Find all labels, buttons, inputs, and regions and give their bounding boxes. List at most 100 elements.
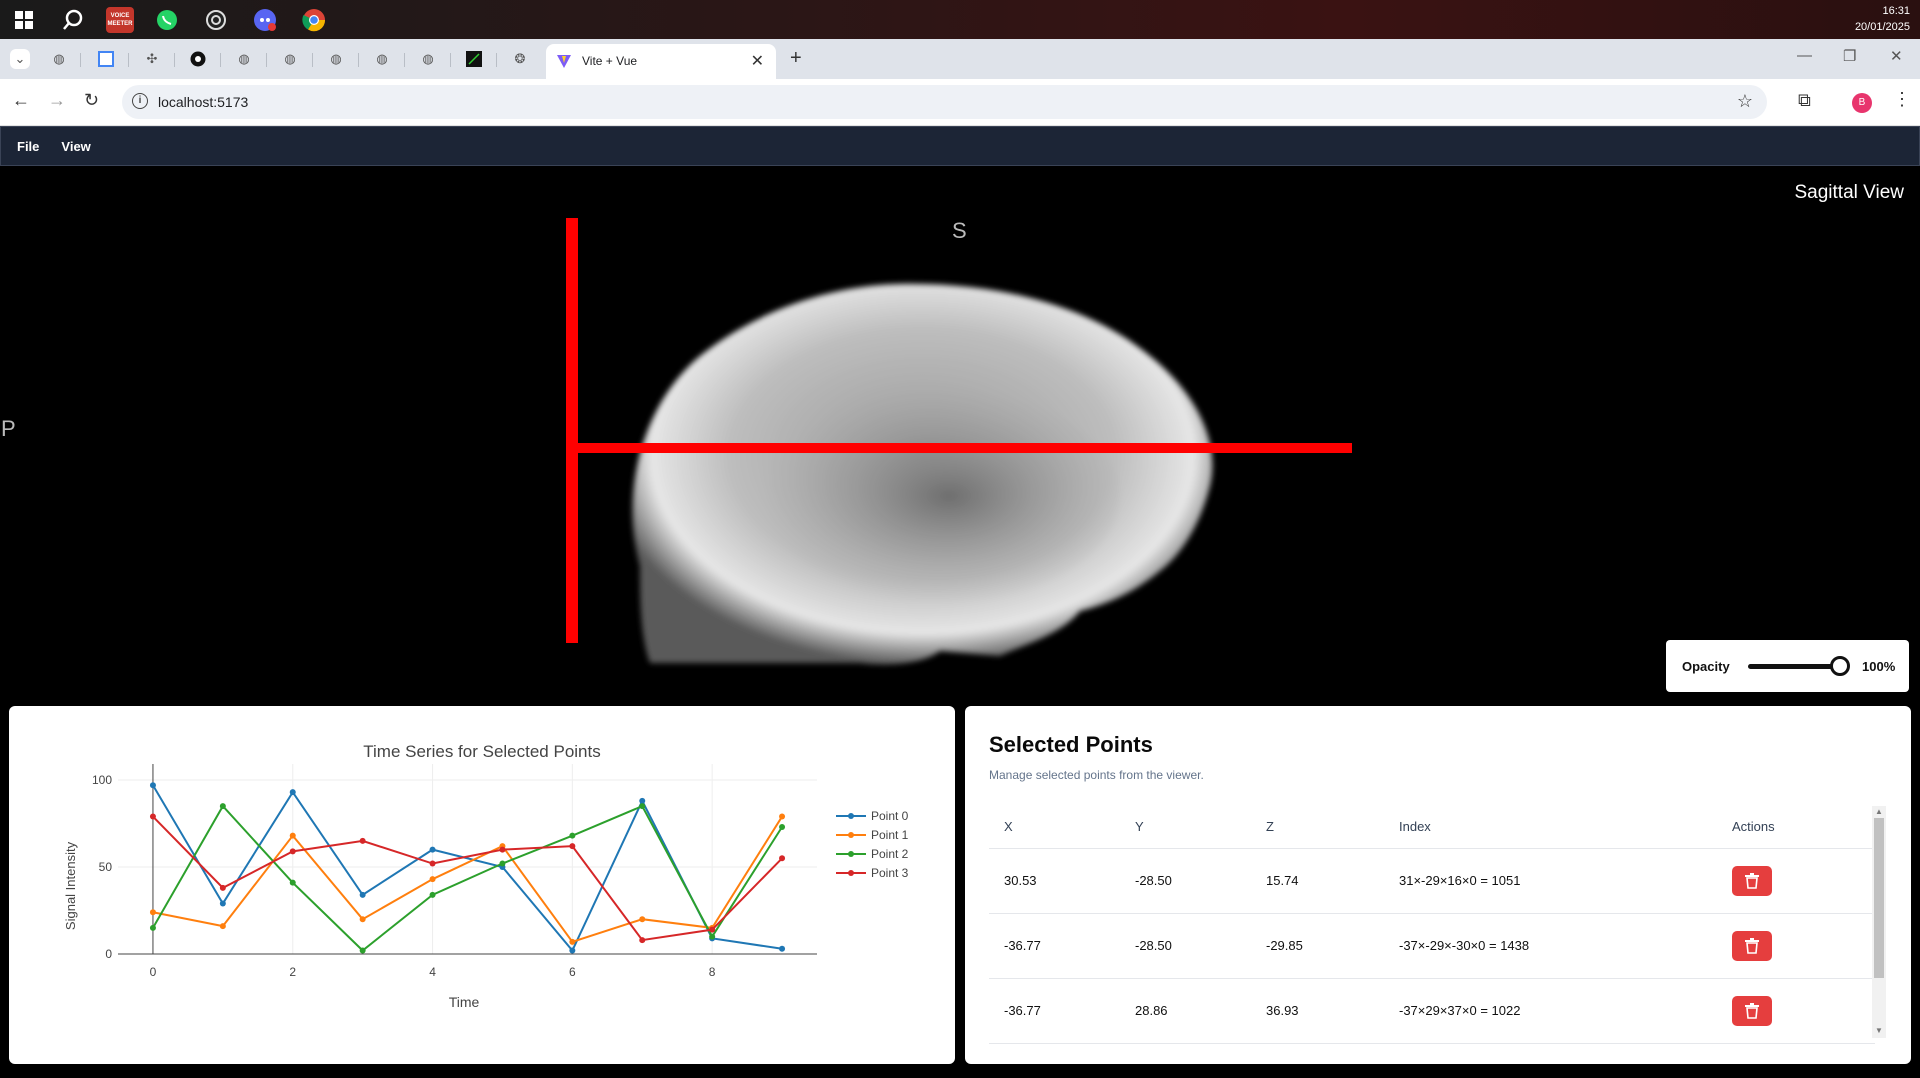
opacity-slider-thumb[interactable] bbox=[1830, 656, 1850, 676]
globe-icon[interactable]: ◍ bbox=[284, 51, 296, 66]
time-series-chart[interactable]: Time Series for Selected Points 0 2 4 6 8 0 50 1… bbox=[9, 706, 955, 1064]
restore-icon[interactable]: ❐ bbox=[1843, 48, 1857, 65]
obs-icon[interactable] bbox=[200, 4, 232, 36]
back-icon[interactable]: ← bbox=[12, 90, 30, 110]
data-point[interactable] bbox=[219, 803, 226, 810]
legend-label[interactable]: Point 2 bbox=[871, 847, 909, 861]
cell-index: -37×-29×-30×0 = 1438 bbox=[1384, 913, 1717, 979]
data-point[interactable] bbox=[429, 860, 436, 867]
chrome-icon[interactable] bbox=[298, 4, 330, 36]
data-point[interactable] bbox=[289, 848, 296, 855]
menu-view[interactable]: View bbox=[61, 138, 91, 154]
data-point[interactable] bbox=[569, 843, 576, 850]
crosshair-vertical[interactable] bbox=[566, 218, 578, 643]
table-row[interactable]: -36.77 -28.50 -29.85 -37×-29×-30×0 = 1438 bbox=[989, 913, 1875, 979]
data-point[interactable] bbox=[709, 933, 716, 940]
sagittal-viewer[interactable]: Sagittal View S P Opacity 100% bbox=[0, 166, 1920, 706]
data-point[interactable] bbox=[149, 924, 156, 931]
table-row[interactable]: -36.77 28.86 36.93 -37×29×37×0 = 1022 bbox=[989, 978, 1875, 1044]
data-point[interactable] bbox=[359, 837, 366, 844]
data-point[interactable] bbox=[709, 926, 716, 933]
data-point[interactable] bbox=[359, 947, 366, 954]
data-point[interactable] bbox=[149, 813, 156, 820]
data-point[interactable] bbox=[639, 803, 646, 810]
data-point[interactable] bbox=[779, 855, 786, 862]
tab-list-icon[interactable]: ⌄ bbox=[10, 49, 30, 69]
table-scrollbar[interactable]: ▲ ▼ bbox=[1872, 806, 1886, 1038]
scroll-down-icon[interactable]: ▼ bbox=[1875, 1026, 1883, 1035]
bookmark-star-icon[interactable]: ☆ bbox=[1736, 91, 1753, 111]
github-icon[interactable] bbox=[188, 49, 208, 69]
data-point[interactable] bbox=[639, 797, 646, 804]
voicemeeter-icon[interactable]: VOICE MEETER bbox=[106, 6, 134, 33]
data-point[interactable] bbox=[639, 937, 646, 944]
data-point[interactable] bbox=[569, 832, 576, 839]
profile-avatar[interactable]: B bbox=[1852, 93, 1872, 113]
data-point[interactable] bbox=[359, 916, 366, 923]
forward-icon[interactable]: → bbox=[48, 90, 66, 110]
close-window-icon[interactable]: ✕ bbox=[1890, 48, 1903, 65]
tab-vite-vue[interactable]: Vite + Vue ✕ bbox=[546, 44, 776, 79]
globe-icon[interactable]: ◍ bbox=[330, 51, 342, 66]
menu-file[interactable]: File bbox=[17, 138, 40, 154]
x-tick-label: 8 bbox=[709, 965, 716, 979]
data-point[interactable] bbox=[639, 916, 646, 923]
data-point[interactable] bbox=[219, 900, 226, 907]
data-point[interactable] bbox=[499, 860, 506, 867]
more-menu-icon[interactable]: ⋮ bbox=[1893, 89, 1911, 109]
new-tab-button[interactable]: + bbox=[790, 47, 802, 69]
brain-slice-image[interactable] bbox=[0, 166, 1920, 706]
data-point[interactable] bbox=[149, 782, 156, 789]
data-point[interactable] bbox=[289, 789, 296, 796]
app-root: File View bbox=[0, 126, 1920, 1078]
data-point[interactable] bbox=[359, 891, 366, 898]
windows-start-icon[interactable] bbox=[8, 4, 40, 36]
openai-icon[interactable]: ❂ bbox=[514, 51, 526, 66]
table-row[interactable]: 30.53 -28.50 15.74 31×-29×16×0 = 1051 bbox=[989, 848, 1875, 914]
globe-icon[interactable]: ◍ bbox=[422, 51, 434, 66]
terminal-icon[interactable] bbox=[464, 49, 484, 69]
close-tab-icon[interactable]: ✕ bbox=[750, 53, 764, 70]
scrollbar-thumb[interactable] bbox=[1874, 818, 1884, 978]
data-point[interactable] bbox=[219, 884, 226, 891]
data-point[interactable] bbox=[429, 846, 436, 853]
globe-icon[interactable]: ◍ bbox=[53, 51, 65, 66]
data-point[interactable] bbox=[779, 813, 786, 820]
delete-point-button[interactable] bbox=[1732, 865, 1772, 896]
chart-title: Time Series for Selected Points bbox=[363, 742, 600, 761]
url-text[interactable]: localhost:5173 bbox=[158, 94, 249, 110]
slack-icon[interactable]: ✣ bbox=[146, 51, 158, 66]
data-point[interactable] bbox=[779, 945, 786, 952]
data-point[interactable] bbox=[569, 938, 576, 945]
data-point[interactable] bbox=[429, 891, 436, 898]
address-bar[interactable]: i localhost:5173 ☆ bbox=[122, 85, 1767, 119]
search-icon[interactable] bbox=[57, 4, 89, 36]
crosshair-horizontal[interactable] bbox=[566, 443, 1352, 453]
data-point[interactable] bbox=[499, 846, 506, 853]
data-point[interactable] bbox=[569, 947, 576, 954]
delete-point-button[interactable] bbox=[1732, 995, 1772, 1026]
data-point[interactable] bbox=[779, 823, 786, 830]
scroll-up-icon[interactable]: ▲ bbox=[1875, 807, 1883, 816]
legend-label[interactable]: Point 0 bbox=[871, 809, 909, 823]
whatsapp-icon[interactable] bbox=[151, 4, 183, 36]
extensions-icon[interactable]: ⧉ bbox=[1798, 90, 1811, 110]
trash-icon bbox=[1745, 1002, 1759, 1019]
system-clock[interactable]: 16:31 20/01/2025 bbox=[1855, 3, 1910, 35]
legend-label[interactable]: Point 3 bbox=[871, 866, 909, 880]
delete-point-button[interactable] bbox=[1732, 930, 1772, 961]
globe-icon[interactable]: ◍ bbox=[238, 51, 250, 66]
data-point[interactable] bbox=[149, 909, 156, 916]
data-point[interactable] bbox=[289, 832, 296, 839]
globe-icon[interactable]: ◍ bbox=[376, 51, 388, 66]
discord-icon[interactable] bbox=[249, 4, 281, 36]
data-point[interactable] bbox=[289, 879, 296, 886]
opacity-slider[interactable] bbox=[1748, 664, 1840, 669]
minimize-icon[interactable]: — bbox=[1797, 47, 1812, 64]
data-point[interactable] bbox=[429, 876, 436, 883]
reload-icon[interactable]: ↻ bbox=[84, 90, 100, 110]
calendar-icon[interactable] bbox=[96, 49, 116, 69]
data-point[interactable] bbox=[219, 923, 226, 930]
legend-label[interactable]: Point 1 bbox=[871, 828, 909, 842]
site-info-icon[interactable]: i bbox=[132, 93, 148, 109]
